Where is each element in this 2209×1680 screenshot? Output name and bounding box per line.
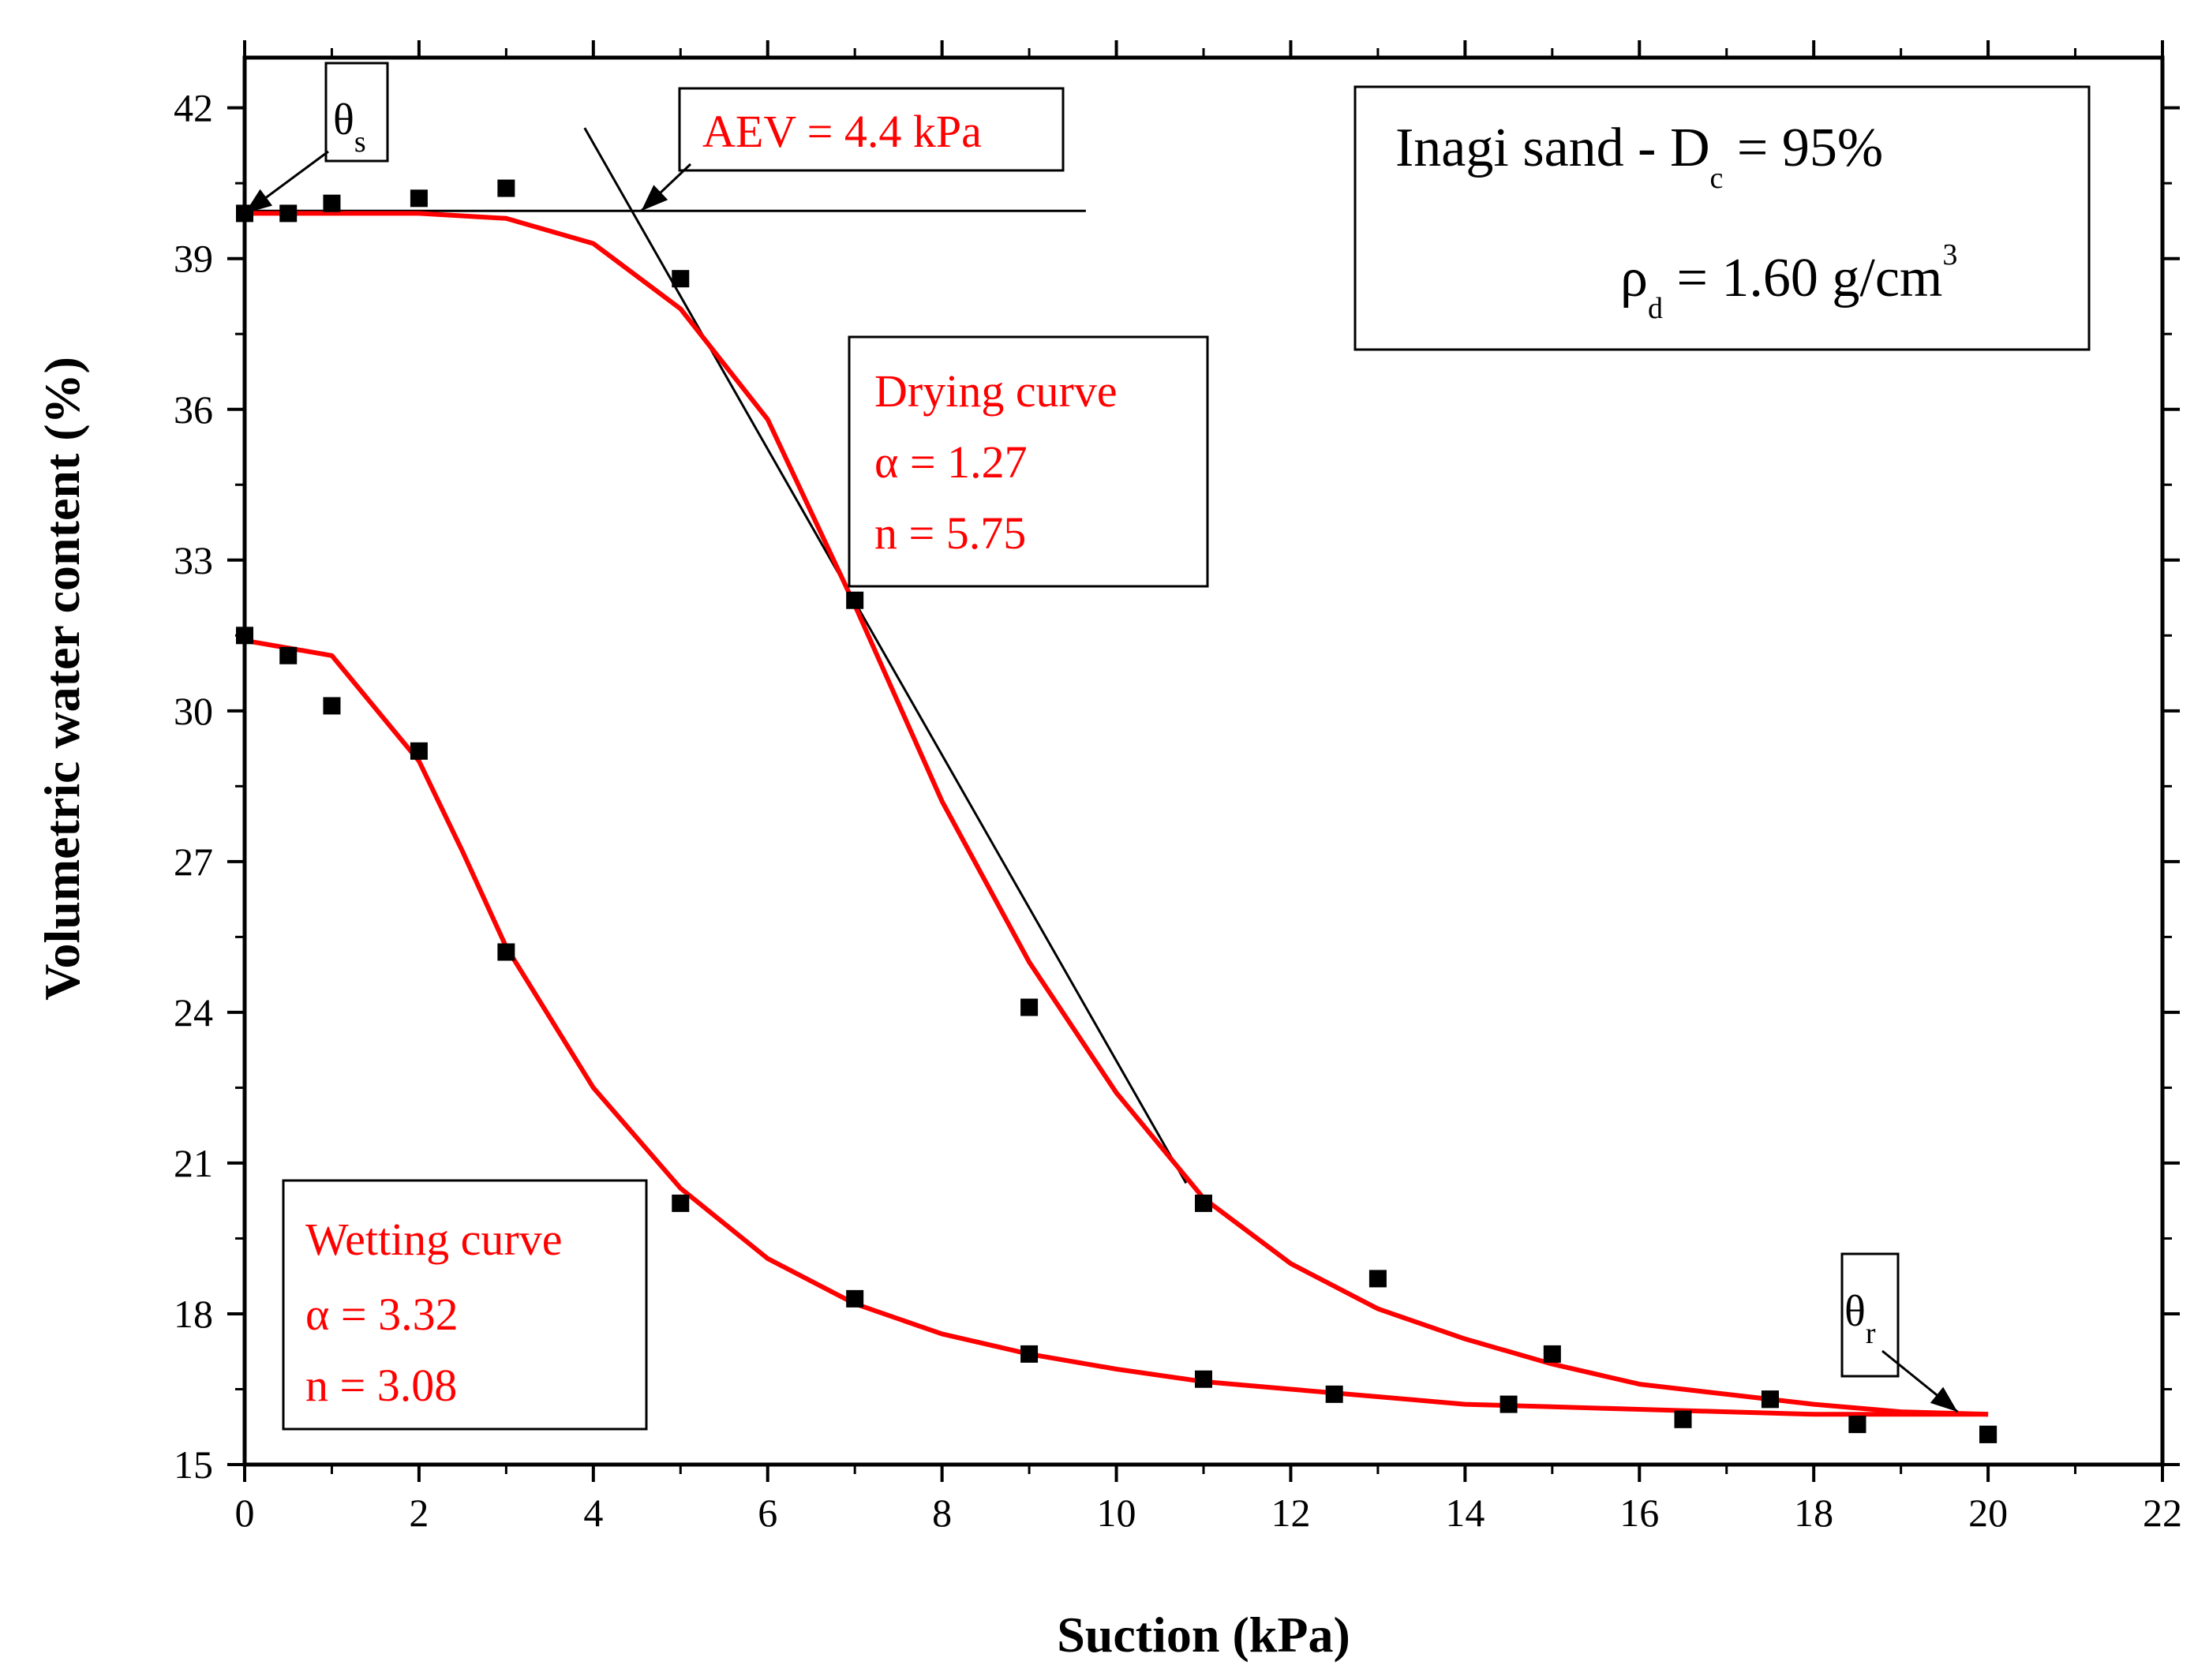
y-axis-title: Volumetric water content (%) bbox=[34, 357, 90, 1001]
theta-r-sub: r bbox=[1866, 1317, 1876, 1350]
aev-label: AEV = 4.4 kPa bbox=[702, 106, 982, 157]
x-tick-label: 8 bbox=[932, 1491, 952, 1535]
drying-curve-point bbox=[279, 204, 298, 223]
wetting-curve-point bbox=[846, 1289, 864, 1308]
drying-curve-point bbox=[323, 194, 341, 212]
y-tick-label: 18 bbox=[174, 1292, 213, 1336]
svg-text:Inagi sand - Dc = 95%: Inagi sand - Dc = 95% bbox=[1395, 118, 1883, 195]
wetting-curve-point bbox=[1979, 1425, 1997, 1443]
y-tick-label: 33 bbox=[174, 538, 213, 582]
drying-curve-point bbox=[497, 179, 515, 197]
data-points bbox=[236, 179, 1997, 1443]
y-tick-label: 15 bbox=[174, 1442, 213, 1487]
wetting-curve-point bbox=[1499, 1395, 1518, 1413]
x-tick-label: 6 bbox=[758, 1491, 777, 1535]
drying-curve-fit-line bbox=[245, 211, 1989, 1417]
drying-curve-point bbox=[1368, 1270, 1387, 1288]
y-tick-label: 21 bbox=[174, 1141, 213, 1185]
y-tick-label: 30 bbox=[174, 689, 213, 733]
drying-curve-point bbox=[1020, 998, 1039, 1016]
wetting-curve-point bbox=[1325, 1385, 1343, 1403]
y-tick-label: 27 bbox=[174, 840, 213, 884]
drying-curve-point bbox=[1543, 1345, 1561, 1363]
svg-text:ρd = 1.60 g/cm3: ρd = 1.60 g/cm3 bbox=[1620, 238, 1957, 325]
theta-s-annotation: θs bbox=[244, 62, 389, 215]
fit-curves bbox=[244, 211, 1989, 1417]
drying-alpha: α = 1.27 bbox=[874, 436, 1028, 488]
wetting-curve-point bbox=[1761, 1390, 1779, 1409]
x-axis-title: Suction (kPa) bbox=[1057, 1607, 1350, 1663]
x-tick-label: 4 bbox=[583, 1491, 603, 1535]
plot-frame bbox=[242, 55, 2165, 1467]
wetting-curve-point bbox=[1674, 1410, 1692, 1428]
x-tick-label: 10 bbox=[1097, 1491, 1136, 1535]
y-tick-label: 39 bbox=[174, 237, 213, 281]
x-tick-label: 18 bbox=[1794, 1491, 1833, 1535]
aev-tangent-line bbox=[583, 127, 1188, 1184]
wetting-curve-point bbox=[1020, 1345, 1039, 1363]
wetting-curve-point bbox=[497, 943, 515, 961]
aev-construction-lines bbox=[245, 127, 1188, 1184]
x-tick-label: 12 bbox=[1271, 1491, 1310, 1535]
x-tick-label: 14 bbox=[1445, 1491, 1485, 1535]
drying-curve-point bbox=[1195, 1194, 1212, 1212]
aev-annotation: AEV = 4.4 kPa bbox=[640, 87, 1065, 212]
theta-s-symbol: θ bbox=[333, 95, 354, 144]
x-tick-label: 22 bbox=[2143, 1491, 2182, 1535]
y-tick-label: 42 bbox=[174, 86, 213, 130]
y-tick-label: 36 bbox=[174, 387, 213, 432]
info-box: Inagi sand - Dc = 95% ρd = 1.60 g/cm3 bbox=[1353, 85, 2091, 351]
x-tick-label: 16 bbox=[1619, 1491, 1659, 1535]
x-tick-label: 2 bbox=[409, 1491, 429, 1535]
theta-r-annotation: θr bbox=[1840, 1252, 1959, 1413]
wetting-curve-point bbox=[279, 646, 298, 664]
x-tick-label: 20 bbox=[1968, 1491, 2008, 1535]
svg-text:θs: θs bbox=[333, 95, 366, 159]
drying-n: n = 5.75 bbox=[874, 507, 1026, 559]
info-density-label: ρ bbox=[1620, 248, 1648, 309]
wetting-curve-point bbox=[323, 697, 341, 715]
theta-s-sub: s bbox=[354, 125, 366, 159]
wetting-annotation: Wetting curve α = 3.32 n = 3.08 bbox=[282, 1179, 648, 1431]
wetting-label: Wetting curve bbox=[305, 1214, 563, 1265]
theta-r-symbol: θ bbox=[1844, 1287, 1866, 1336]
wetting-curve-point bbox=[1195, 1370, 1212, 1388]
drying-annotation: Drying curve α = 1.27 n = 5.75 bbox=[848, 335, 1209, 588]
drying-label: Drying curve bbox=[874, 365, 1118, 417]
x-tick-label: 0 bbox=[235, 1491, 255, 1535]
drying-curve-point bbox=[672, 270, 690, 288]
wetting-curve-point bbox=[1848, 1416, 1866, 1434]
wetting-curve-point bbox=[410, 742, 428, 760]
wetting-n: n = 3.08 bbox=[305, 1360, 457, 1411]
wetting-curve-fit-line bbox=[244, 638, 1989, 1417]
y-tick-label: 24 bbox=[174, 990, 213, 1035]
drying-curve-point bbox=[846, 591, 864, 609]
wetting-curve-point bbox=[672, 1194, 690, 1212]
info-sample-label: Inagi sand - D bbox=[1395, 118, 1710, 178]
wetting-alpha: α = 3.32 bbox=[305, 1289, 459, 1340]
drying-curve-point bbox=[410, 189, 428, 208]
svg-text:θr: θr bbox=[1844, 1287, 1876, 1350]
